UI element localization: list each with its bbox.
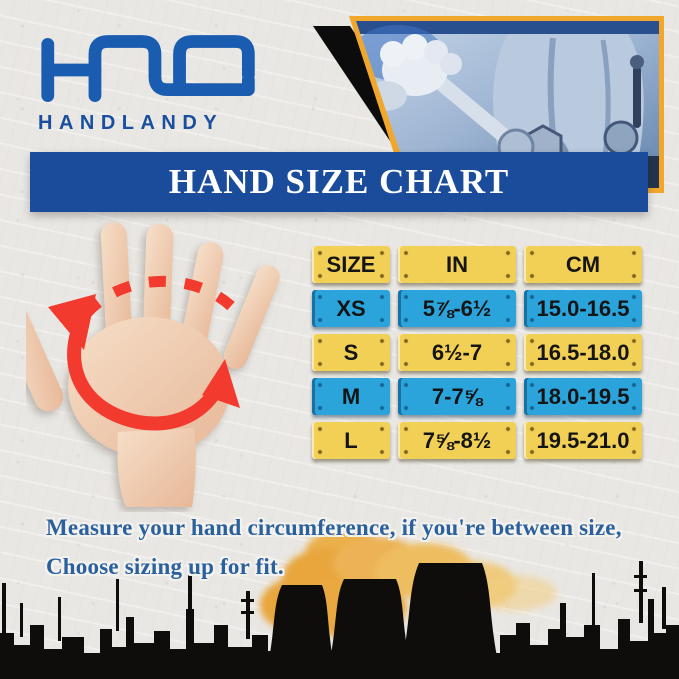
cell-in-m: 7-7⅝	[398, 378, 516, 415]
measure-arc-top	[81, 275, 235, 318]
brand-name: HANDLANDY	[38, 112, 224, 134]
open-hand	[26, 222, 280, 507]
cell-cm-m: 18.0-19.5	[524, 378, 642, 415]
cell-cm-l: 19.5-21.0	[524, 422, 642, 459]
handlandy-logo-icon	[41, 35, 255, 102]
col-header-size: SIZE	[312, 246, 390, 283]
lever	[633, 66, 641, 128]
banner: HAND SIZE CHART	[30, 152, 648, 212]
cell-size-m: M	[312, 378, 390, 415]
sizing-note-line1: Measure your hand circumference, if you'…	[46, 515, 622, 540]
industrial-skyline	[0, 533, 679, 679]
factory-silhouette	[0, 561, 679, 679]
hand-illustration	[26, 222, 280, 507]
col-header-cm: CM	[524, 246, 642, 283]
size-chart-table: SIZE IN CM XS 5⅞-6½ 15.0-16.5 S 6½-7 16.…	[312, 246, 642, 459]
measure-arrow-icon	[48, 294, 240, 431]
cell-in-l: 7⅝-8½	[398, 422, 516, 459]
glove	[363, 34, 462, 111]
cell-cm-xs: 15.0-16.5	[524, 290, 642, 327]
cell-size-s: S	[312, 334, 390, 371]
page-title: HAND SIZE CHART	[168, 162, 510, 201]
col-header-in: IN	[398, 246, 516, 283]
cell-size-xs: XS	[312, 290, 390, 327]
cell-cm-s: 16.5-18.0	[524, 334, 642, 371]
cell-in-xs: 5⅞-6½	[398, 290, 516, 327]
cell-size-l: L	[312, 422, 390, 459]
sizing-note-line2: Choose sizing up for fit.	[46, 554, 284, 579]
cell-in-s: 6½-7	[398, 334, 516, 371]
brand-logo: HANDLANDY	[34, 30, 270, 135]
